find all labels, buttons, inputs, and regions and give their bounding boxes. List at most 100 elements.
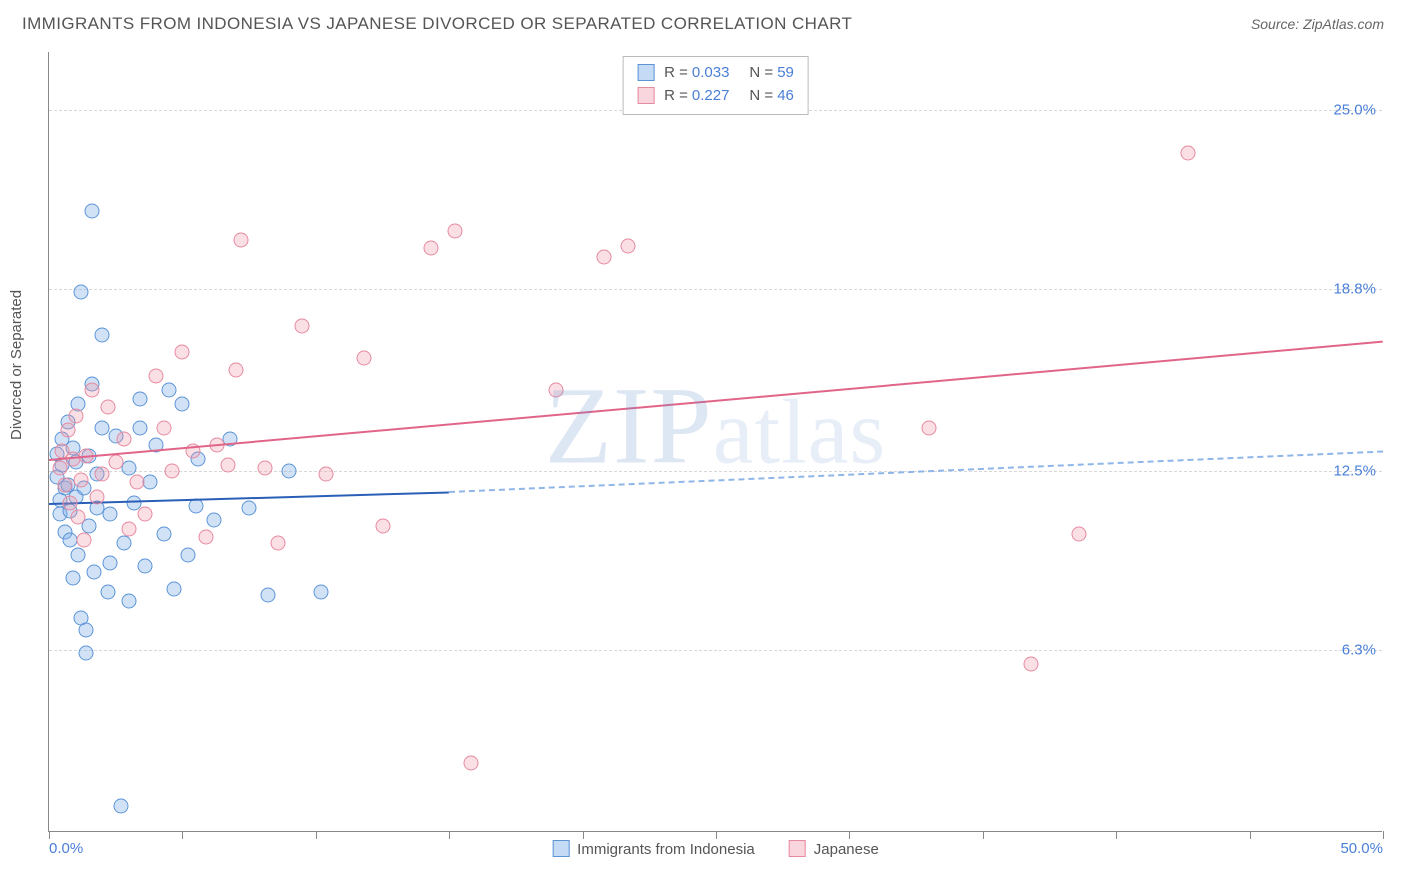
scatter-point-pink [63, 495, 78, 510]
chart-title: IMMIGRANTS FROM INDONESIA VS JAPANESE DI… [22, 14, 852, 34]
scatter-point-pink [258, 461, 273, 476]
ytick-label: 6.3% [1342, 642, 1376, 659]
scatter-point-blue [95, 328, 110, 343]
scatter-point-blue [71, 547, 86, 562]
scatter-point-pink [60, 423, 75, 438]
scatter-point-blue [100, 585, 115, 600]
scatter-point-pink [228, 362, 243, 377]
scatter-point-blue [180, 547, 195, 562]
scatter-point-blue [79, 645, 94, 660]
scatter-point-blue [260, 588, 275, 603]
scatter-point-pink [423, 241, 438, 256]
scatter-point-pink [1023, 657, 1038, 672]
scatter-point-pink [138, 507, 153, 522]
gridline [49, 289, 1382, 290]
scatter-point-blue [175, 397, 190, 412]
legend-stats-row-pink: R =0.227 N =46 [637, 84, 794, 107]
xtick [49, 831, 50, 839]
scatter-point-pink [164, 463, 179, 478]
swatch-pink-icon [789, 840, 806, 857]
y-axis-label: Divorced or Separated [8, 290, 25, 440]
source-attribution: Source: ZipAtlas.com [1251, 16, 1384, 32]
scatter-point-pink [620, 238, 635, 253]
scatter-point-blue [74, 284, 89, 299]
scatter-point-pink [548, 383, 563, 398]
scatter-point-blue [66, 570, 81, 585]
xtick [1383, 831, 1384, 839]
scatter-point-blue [162, 383, 177, 398]
xtick [716, 831, 717, 839]
legend-bottom: Immigrants from Indonesia Japanese [552, 840, 879, 858]
scatter-point-pink [447, 224, 462, 239]
scatter-point-pink [84, 383, 99, 398]
scatter-point-pink [463, 755, 478, 770]
scatter-point-pink [68, 409, 83, 424]
scatter-point-pink [148, 368, 163, 383]
scatter-point-pink [156, 420, 171, 435]
scatter-point-pink [295, 319, 310, 334]
scatter-point-blue [122, 593, 137, 608]
scatter-point-blue [79, 622, 94, 637]
scatter-point-pink [116, 432, 131, 447]
scatter-point-pink [220, 458, 235, 473]
scatter-point-pink [1071, 527, 1086, 542]
scatter-point-blue [207, 513, 222, 528]
scatter-point-pink [1181, 146, 1196, 161]
scatter-point-pink [356, 351, 371, 366]
xtick-label: 0.0% [49, 840, 83, 857]
scatter-point-pink [175, 345, 190, 360]
scatter-point-blue [122, 461, 137, 476]
ytick-label: 12.5% [1333, 462, 1376, 479]
scatter-point-blue [87, 565, 102, 580]
trend-line [49, 341, 1383, 461]
xtick [182, 831, 183, 839]
legend-stats-row-blue: R =0.033 N =59 [637, 61, 794, 84]
scatter-point-blue [156, 527, 171, 542]
chart-area: 6.3%12.5%18.8%25.0%0.0%50.0% R =0.033 N … [48, 52, 1382, 832]
ytick-label: 18.8% [1333, 280, 1376, 297]
scatter-point-pink [319, 466, 334, 481]
scatter-point-blue [116, 536, 131, 551]
scatter-point-pink [375, 518, 390, 533]
scatter-point-blue [103, 507, 118, 522]
legend-item-pink: Japanese [789, 840, 879, 858]
scatter-point-pink [100, 400, 115, 415]
scatter-point-pink [596, 250, 611, 265]
xtick [449, 831, 450, 839]
ytick-label: 25.0% [1333, 101, 1376, 118]
scatter-point-pink [71, 510, 86, 525]
scatter-point-blue [84, 203, 99, 218]
scatter-point-pink [922, 420, 937, 435]
scatter-point-blue [242, 501, 257, 516]
scatter-point-pink [52, 461, 67, 476]
xtick [983, 831, 984, 839]
gridline [49, 471, 1382, 472]
trend-line [449, 451, 1383, 493]
scatter-point-pink [234, 232, 249, 247]
scatter-point-blue [167, 582, 182, 597]
scatter-point-blue [132, 391, 147, 406]
xtick [316, 831, 317, 839]
scatter-point-blue [282, 463, 297, 478]
scatter-point-pink [108, 455, 123, 470]
scatter-point-pink [271, 536, 286, 551]
xtick [1116, 831, 1117, 839]
scatter-point-pink [74, 472, 89, 487]
scatter-point-blue [114, 799, 129, 814]
scatter-point-blue [314, 585, 329, 600]
scatter-point-pink [199, 530, 214, 545]
swatch-pink [637, 87, 654, 104]
swatch-blue-icon [552, 840, 569, 857]
scatter-point-blue [103, 556, 118, 571]
scatter-point-pink [95, 466, 110, 481]
xtick [583, 831, 584, 839]
scatter-point-pink [122, 521, 137, 536]
xtick-label: 50.0% [1340, 840, 1383, 857]
swatch-blue [637, 64, 654, 81]
scatter-point-pink [90, 489, 105, 504]
scatter-point-pink [58, 478, 73, 493]
scatter-point-blue [143, 475, 158, 490]
legend-item-blue: Immigrants from Indonesia [552, 840, 755, 858]
scatter-point-blue [138, 559, 153, 574]
gridline [49, 650, 1382, 651]
